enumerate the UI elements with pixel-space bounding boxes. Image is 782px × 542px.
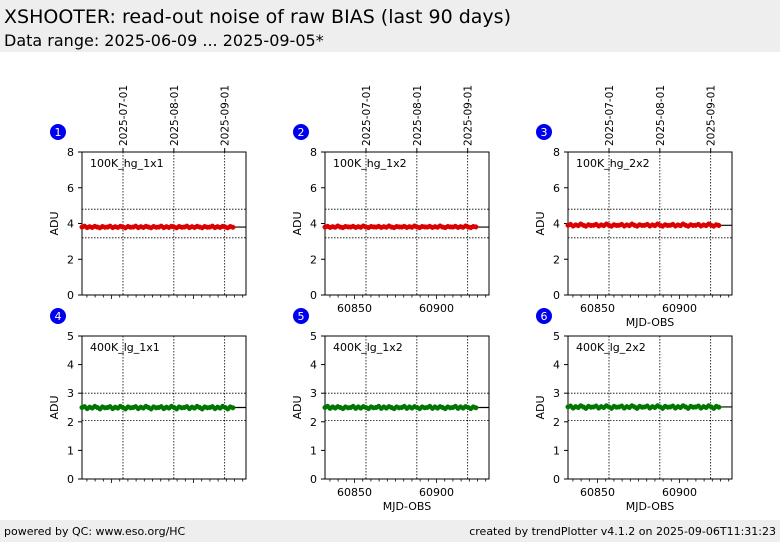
- panel-3-date-tick-label: 2025-07-01: [604, 85, 616, 146]
- panel-6-badge-icon: [536, 308, 552, 324]
- panel-5-y-tick-label: 2: [310, 416, 317, 429]
- panel-3-x-axis-label: MJD-OBS: [626, 316, 674, 329]
- panel-1-y-tick-label: 0: [67, 289, 74, 302]
- panel-1-badge-number: 1: [55, 126, 62, 139]
- panel-6-y-axis-label: ADU: [534, 395, 547, 419]
- plots-canvas: 1 2025-07-01 2025-08-01 2025-09-01 0 2 4 6 8 ADU 1…: [48, 85, 733, 513]
- panel-3-date-tick-label: 2025-08-01: [655, 85, 667, 146]
- panel-3-y-tick-label: 2: [553, 253, 560, 266]
- panel-4-y-tick-label: 4: [67, 359, 74, 372]
- panel-6-series-label: 400K_lg_2x2: [576, 341, 646, 354]
- footer-bar: powered by QC: www.eso.org/HC created by…: [0, 520, 780, 542]
- panel-1-y-axis-label: ADU: [48, 211, 61, 235]
- panel-1-series-label: 100K_hg_1x1: [90, 157, 164, 170]
- panel-2-badge-number: 2: [298, 126, 305, 139]
- panel-3-y-tick-label: 8: [553, 146, 560, 159]
- panel-1-date-tick-label: 2025-09-01: [220, 85, 232, 146]
- panel-1-y-tick-label: 6: [67, 182, 74, 195]
- panel-3-badge-icon: [536, 124, 552, 140]
- panel-2-x-tick-label: 60900: [419, 302, 454, 315]
- panel-5-x-tick-label: 60850: [337, 486, 372, 499]
- panel-3-y-tick-label: 0: [553, 289, 560, 302]
- panel-6-x-tick-label: 60850: [580, 486, 615, 499]
- panel-2-y-tick-label: 6: [310, 182, 317, 195]
- panel-3-y-tick-label: 4: [553, 218, 560, 231]
- panel-2-date-tick-label: 2025-09-01: [463, 85, 475, 146]
- panel-5-y-axis-label: ADU: [291, 395, 304, 419]
- page-subtitle: Data range: 2025-06-09 ... 2025-09-05*: [4, 31, 324, 50]
- panel-3-date-tick-label: 2025-09-01: [706, 85, 718, 146]
- panel-2-y-tick-label: 2: [310, 253, 317, 266]
- footer-created-by: created by trendPlotter v4.1.2 on 2025-0…: [469, 525, 776, 538]
- panel-6-x-axis-label: MJD-OBS: [626, 500, 674, 513]
- panel-3-x-tick-label: 60850: [580, 302, 615, 315]
- panel-2-y-axis-label: ADU: [291, 211, 304, 235]
- panel-6-x-tick-label: 60900: [662, 486, 697, 499]
- panel-5-y-tick-label: 0: [310, 473, 317, 486]
- panel-2-x-tick-label: 60850: [337, 302, 372, 315]
- panel-5-x-tick-label: 60900: [419, 486, 454, 499]
- panel-2-y-tick-label: 0: [310, 289, 317, 302]
- panel-5-y-tick-label: 3: [310, 387, 317, 400]
- panel-6-y-tick-label: 0: [553, 473, 560, 486]
- panel-2-badge-icon: [293, 124, 309, 140]
- panel-5-data-point: [473, 405, 479, 411]
- panel-4-y-tick-label: 0: [67, 473, 74, 486]
- panel-3-series-label: 100K_hg_2x2: [576, 157, 650, 170]
- panel-6-y-tick-label: 2: [553, 416, 560, 429]
- panel-4-y-tick-label: 3: [67, 387, 74, 400]
- panel-3-y-tick-label: 6: [553, 182, 560, 195]
- panel-3-y-axis-label: ADU: [534, 211, 547, 235]
- panel-4-y-tick-label: 2: [67, 416, 74, 429]
- panel-2-series-label: 100K_hg_1x2: [333, 157, 407, 170]
- panel-1-data-point: [230, 224, 236, 230]
- panel-2-date-tick-label: 2025-07-01: [361, 85, 373, 146]
- panel-4-series-label: 400K_lg_1x1: [90, 341, 160, 354]
- panel-4-data-point: [230, 405, 236, 411]
- panel-3-x-tick-label: 60900: [662, 302, 697, 315]
- panel-5-x-axis-label: MJD-OBS: [383, 500, 431, 513]
- panel-4-y-tick-label: 5: [67, 330, 74, 343]
- panel-2-data-point: [473, 224, 479, 230]
- panel-2-y-tick-label: 8: [310, 146, 317, 159]
- panel-6-y-tick-label: 4: [553, 359, 560, 372]
- page-title: XSHOOTER: read-out noise of raw BIAS (la…: [4, 6, 511, 28]
- panel-6-badge-number: 6: [541, 310, 548, 323]
- panel-2-frame: [324, 151, 490, 296]
- panel-6-y-tick-label: 1: [553, 444, 560, 457]
- panel-4-badge-number: 4: [55, 310, 62, 323]
- panel-5-badge-number: 5: [298, 310, 305, 323]
- panel-1-date-tick-label: 2025-08-01: [169, 85, 181, 146]
- panel-6-y-tick-label: 5: [553, 330, 560, 343]
- panel-6-y-tick-label: 3: [553, 387, 560, 400]
- panel-1-y-tick-label: 4: [67, 218, 74, 231]
- panel-4-y-axis-label: ADU: [48, 395, 61, 419]
- panel-1-badge-icon: [50, 124, 66, 140]
- panel-5-series-label: 400K_lg_1x2: [333, 341, 403, 354]
- header-bar: XSHOOTER: read-out noise of raw BIAS (la…: [0, 0, 780, 52]
- panel-1-y-tick-label: 8: [67, 146, 74, 159]
- panel-5-y-tick-label: 4: [310, 359, 317, 372]
- panel-2-y-tick-label: 4: [310, 218, 317, 231]
- panel-1-y-tick-label: 2: [67, 253, 74, 266]
- panel-2-date-tick-label: 2025-08-01: [412, 85, 424, 146]
- panel-1-frame: [81, 151, 247, 296]
- panel-6-data-point: [716, 404, 722, 410]
- footer-powered-by: powered by QC: www.eso.org/HC: [4, 525, 186, 538]
- panel-3-data-point: [716, 222, 722, 229]
- panel-4-badge-icon: [50, 308, 66, 324]
- panel-4-y-tick-label: 1: [67, 444, 74, 457]
- panel-5-y-tick-label: 5: [310, 330, 317, 343]
- panel-3-badge-number: 3: [541, 126, 548, 139]
- panel-5-badge-icon: [293, 308, 309, 324]
- panel-5-y-tick-label: 1: [310, 444, 317, 457]
- panel-1-date-tick-label: 2025-07-01: [118, 85, 130, 146]
